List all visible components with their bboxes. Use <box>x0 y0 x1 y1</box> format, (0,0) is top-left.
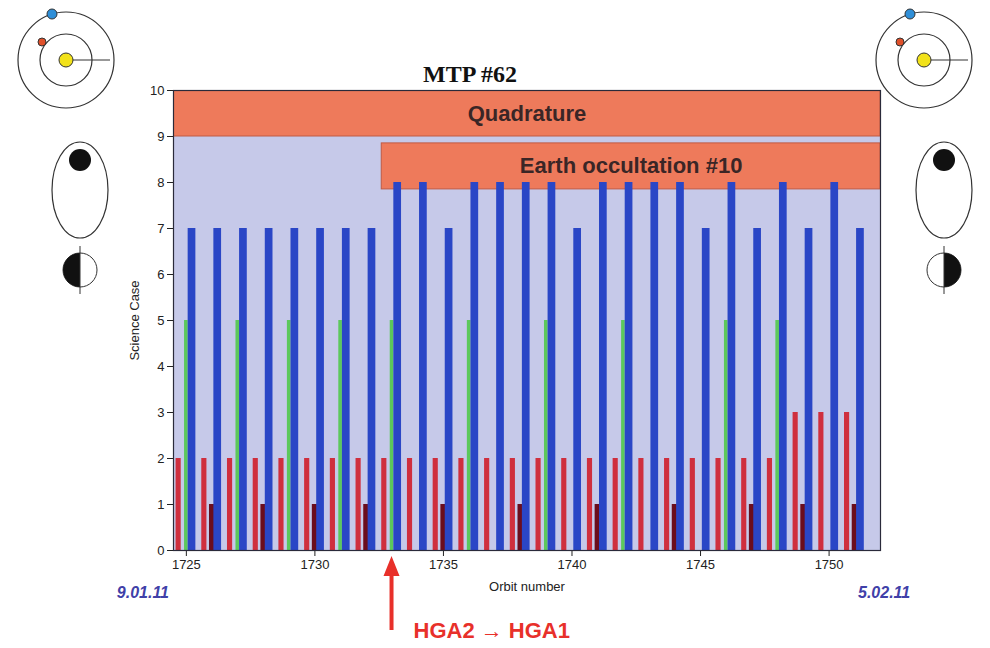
svg-text:9.01.11: 9.01.11 <box>117 584 169 601</box>
svg-text:1730: 1730 <box>300 557 329 572</box>
svg-text:1740: 1740 <box>558 557 587 572</box>
svg-text:1750: 1750 <box>815 557 844 572</box>
svg-text:MTP #62: MTP #62 <box>423 61 517 87</box>
svg-text:3: 3 <box>157 405 164 420</box>
svg-text:1735: 1735 <box>429 557 458 572</box>
svg-text:HGA2 → HGA1: HGA2 → HGA1 <box>414 618 570 643</box>
svg-text:4: 4 <box>157 359 164 374</box>
svg-text:9: 9 <box>157 129 164 144</box>
svg-text:Science Case: Science Case <box>127 280 142 360</box>
svg-text:8: 8 <box>157 175 164 190</box>
svg-text:1745: 1745 <box>686 557 715 572</box>
svg-text:0: 0 <box>157 543 164 558</box>
svg-text:2: 2 <box>157 451 164 466</box>
svg-text:6: 6 <box>157 267 164 282</box>
svg-text:1725: 1725 <box>172 557 201 572</box>
svg-text:Earth occultation #10: Earth occultation #10 <box>520 153 743 178</box>
svg-text:10: 10 <box>150 83 164 98</box>
svg-text:Quadrature: Quadrature <box>468 101 587 126</box>
svg-text:1: 1 <box>157 497 164 512</box>
svg-text:Orbit number: Orbit number <box>489 579 566 594</box>
svg-text:7: 7 <box>157 221 164 236</box>
svg-text:5.02.11: 5.02.11 <box>858 584 910 601</box>
svg-text:5: 5 <box>157 313 164 328</box>
